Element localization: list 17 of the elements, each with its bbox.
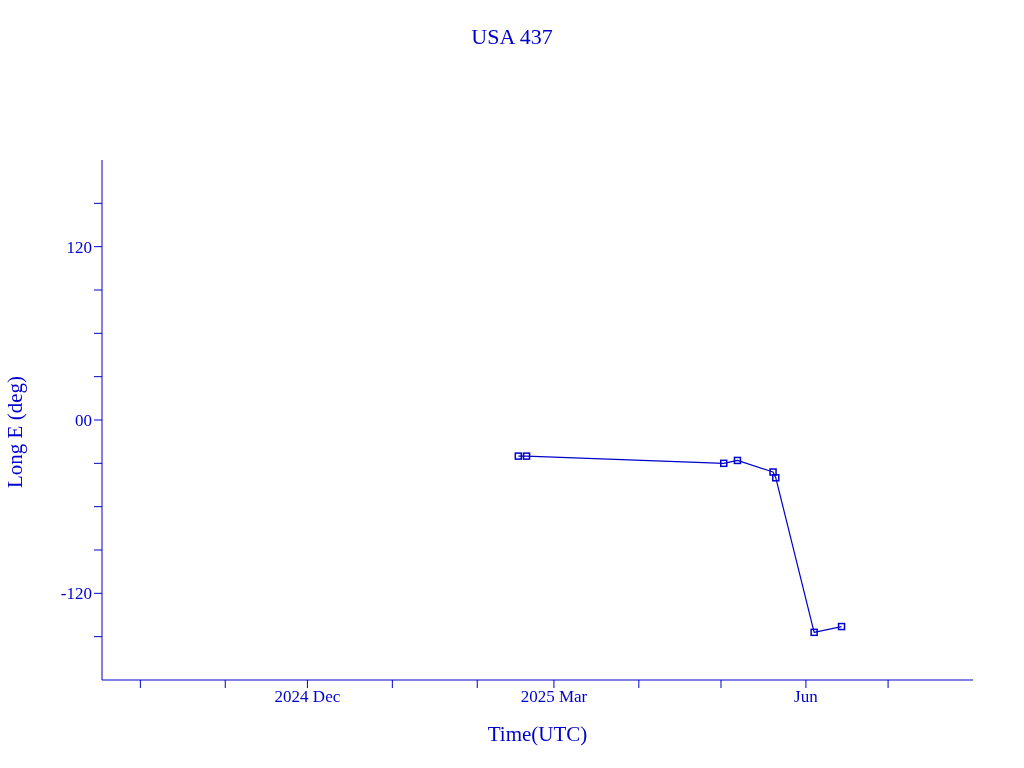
chart-title: USA 437: [470, 24, 554, 50]
point: [733, 456, 742, 465]
x-tick-label: 2024 Dec: [274, 687, 341, 707]
point: [810, 628, 818, 637]
point: [522, 452, 531, 460]
point: [720, 459, 728, 468]
point: [772, 474, 780, 482]
y-tick-label: 120: [66, 237, 92, 257]
point: [514, 452, 523, 460]
point: [769, 468, 777, 476]
point: [837, 622, 846, 631]
x-axis-title: Time(UTC): [486, 722, 589, 747]
y-tick-label: 00: [75, 411, 92, 431]
x-tick-label: Jun: [794, 687, 819, 707]
x-tick-label: 2025 Mar: [520, 687, 588, 707]
y-axis-title: Long E (deg): [2, 376, 28, 488]
y-tick-label: -120: [60, 584, 92, 604]
